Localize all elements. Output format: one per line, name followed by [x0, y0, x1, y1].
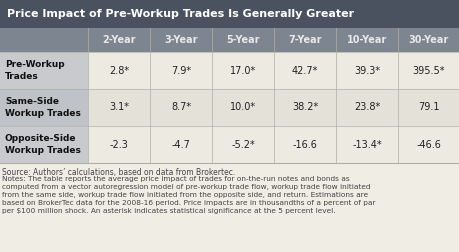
Text: 5-Year: 5-Year	[226, 35, 259, 45]
Text: Notes: The table reports the average price impact of trades for on-the-run notes: Notes: The table reports the average pri…	[2, 176, 375, 214]
Text: -13.4*: -13.4*	[352, 140, 381, 149]
Text: -5.2*: -5.2*	[230, 140, 254, 149]
Bar	[0, 28, 459, 52]
Text: -46.6: -46.6	[416, 140, 441, 149]
Text: Price Impact of Pre-Workup Trades Is Generally Greater: Price Impact of Pre-Workup Trades Is Gen…	[7, 9, 353, 19]
Bar	[0, 0, 459, 28]
Text: 8.7*: 8.7*	[171, 103, 190, 112]
Bar	[0, 126, 88, 163]
Text: -4.7: -4.7	[171, 140, 190, 149]
Text: 7-Year: 7-Year	[288, 35, 321, 45]
Bar	[88, 52, 459, 89]
Text: 38.2*: 38.2*	[291, 103, 318, 112]
Text: -2.3: -2.3	[109, 140, 128, 149]
Text: 10-Year: 10-Year	[346, 35, 386, 45]
Text: Source: Authors’ calculations, based on data from Brokertec.: Source: Authors’ calculations, based on …	[2, 168, 235, 177]
Text: 39.3*: 39.3*	[353, 66, 379, 76]
Text: 3-Year: 3-Year	[164, 35, 197, 45]
Text: 79.1: 79.1	[417, 103, 439, 112]
Bar	[88, 89, 459, 126]
Text: 2.8*: 2.8*	[109, 66, 129, 76]
Bar	[88, 126, 459, 163]
Text: 2-Year: 2-Year	[102, 35, 135, 45]
Text: 3.1*: 3.1*	[109, 103, 129, 112]
Text: 23.8*: 23.8*	[353, 103, 379, 112]
Text: 17.0*: 17.0*	[230, 66, 256, 76]
Text: -16.6: -16.6	[292, 140, 317, 149]
Bar	[0, 89, 88, 126]
Text: Pre-Workup
Trades: Pre-Workup Trades	[5, 60, 64, 81]
Bar	[0, 52, 88, 89]
Text: 395.5*: 395.5*	[412, 66, 444, 76]
Text: 10.0*: 10.0*	[230, 103, 256, 112]
Text: 7.9*: 7.9*	[171, 66, 190, 76]
Text: Opposite-Side
Workup Trades: Opposite-Side Workup Trades	[5, 134, 81, 155]
Text: Same-Side
Workup Trades: Same-Side Workup Trades	[5, 97, 81, 118]
Text: 30-Year: 30-Year	[408, 35, 448, 45]
Text: 42.7*: 42.7*	[291, 66, 318, 76]
